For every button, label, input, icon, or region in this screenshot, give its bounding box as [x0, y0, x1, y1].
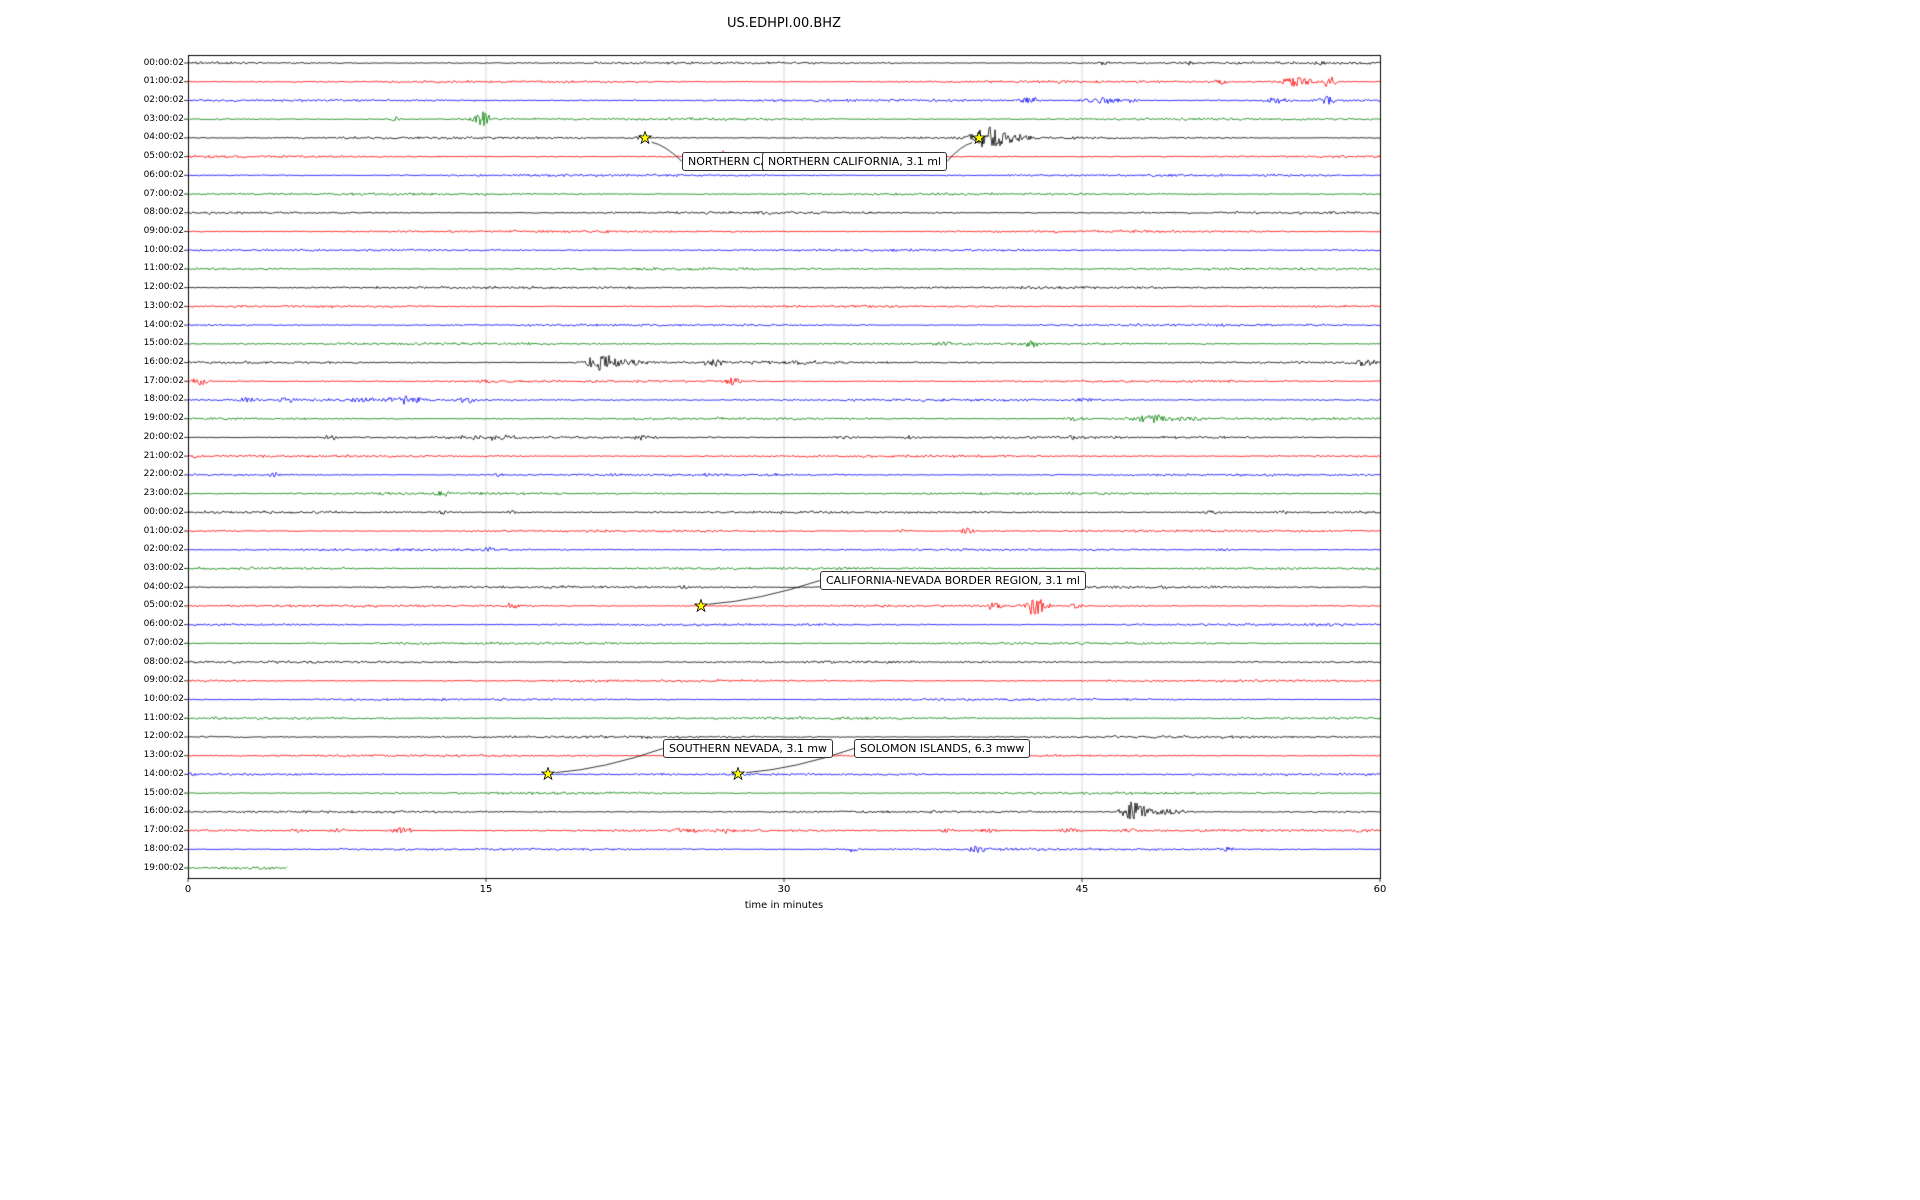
event-annotation: NORTHERN CALIFORNIA, 3.1 ml	[762, 152, 947, 171]
event-annotation: SOUTHERN NEVADA, 3.1 mw	[663, 739, 834, 758]
event-star-icon	[637, 130, 652, 145]
trace-time-label: 23:00:02	[143, 488, 184, 499]
x-tick-label: 0	[184, 884, 192, 895]
figure-title: US.EDHPI.00.BHZ	[727, 16, 841, 31]
trace-time-label: 12:00:02	[143, 282, 184, 293]
trace-time-label: 06:00:02	[143, 619, 184, 630]
x-tick-label: 45	[1075, 884, 1089, 895]
trace-time-label: 10:00:02	[143, 694, 184, 704]
x-axis-label: time in minutes	[744, 900, 824, 911]
trace-time-label: 11:00:02	[143, 712, 184, 723]
trace-time-label: 03:00:02	[143, 113, 184, 124]
trace-time-label: 07:00:02	[143, 188, 184, 199]
trace-time-label: 15:00:02	[143, 338, 184, 349]
event-annotation: SOLOMON ISLANDS, 6.3 mww	[854, 739, 1031, 758]
trace-time-label: 08:00:02	[143, 656, 184, 667]
event-star-icon	[971, 130, 986, 145]
trace-time-label: 17:00:02	[143, 825, 184, 836]
trace-time-label: 21:00:02	[143, 450, 184, 461]
trace-time-label: 14:00:02	[143, 768, 184, 779]
trace-time-label: 09:00:02	[143, 675, 184, 686]
trace-time-label: 08:00:02	[143, 207, 184, 218]
trace-time-label: 19:00:02	[143, 862, 184, 873]
trace-time-label: 01:00:02	[143, 76, 184, 87]
trace-time-label: 19:00:02	[143, 413, 184, 424]
trace-time-label: 05:00:02	[143, 151, 184, 162]
trace-time-label: 02:00:02	[143, 94, 184, 105]
trace-time-label: 13:00:02	[143, 300, 184, 311]
trace-time-label: 22:00:02	[143, 469, 184, 480]
trace-time-label: 11:00:02	[143, 263, 184, 274]
trace-time-label: 07:00:02	[143, 637, 184, 648]
trace-time-label: 01:00:02	[143, 525, 184, 536]
x-tick-label: 15	[479, 884, 493, 895]
trace-time-label: 04:00:02	[143, 132, 184, 143]
trace-time-label: 00:00:02	[143, 57, 184, 68]
trace-time-label: 02:00:02	[143, 544, 184, 555]
trace-time-label: 18:00:02	[143, 394, 184, 405]
trace-time-label: 14:00:02	[143, 319, 184, 330]
trace-time-label: 03:00:02	[143, 562, 184, 573]
trace-time-label: 18:00:02	[143, 843, 184, 854]
trace-time-label: 00:00:02	[143, 506, 184, 517]
trace-time-label: 06:00:02	[143, 169, 184, 180]
event-star-icon	[693, 598, 708, 613]
trace-time-label: 10:00:02	[143, 244, 184, 255]
event-star-icon	[731, 767, 746, 781]
trace-time-label: 09:00:02	[143, 225, 184, 236]
trace-time-label: 04:00:02	[143, 581, 184, 592]
event-star-icon	[540, 767, 555, 781]
trace-time-label: 15:00:02	[143, 787, 184, 798]
x-tick-label: 60	[1373, 884, 1387, 895]
event-annotation: CALIFORNIA-NEVADA BORDER REGION, 3.1 ml	[820, 571, 1086, 590]
trace-time-label: 05:00:02	[143, 600, 184, 611]
trace-time-label: 12:00:02	[143, 731, 184, 742]
trace-time-label: 17:00:02	[143, 375, 184, 386]
x-tick-label: 30	[777, 884, 791, 895]
trace-time-label: 16:00:02	[143, 806, 184, 817]
trace-time-label: 20:00:02	[143, 431, 184, 442]
trace-time-label: 16:00:02	[143, 357, 184, 368]
trace-time-label: 13:00:02	[143, 750, 184, 761]
